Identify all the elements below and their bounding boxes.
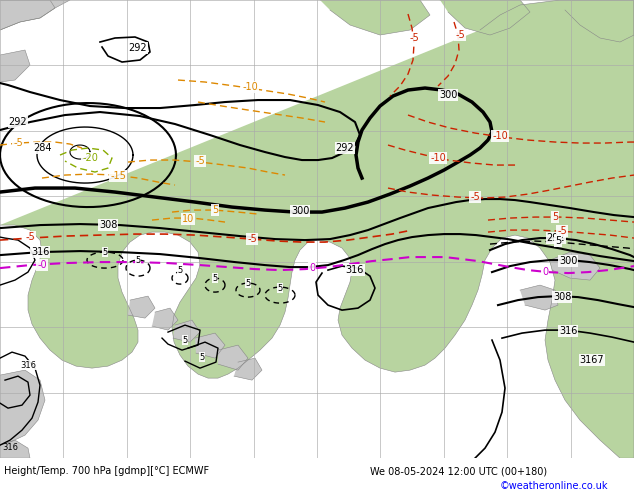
Text: 5: 5 bbox=[245, 279, 250, 288]
Text: 5: 5 bbox=[552, 212, 558, 222]
Text: -5: -5 bbox=[409, 33, 419, 43]
Polygon shape bbox=[550, 252, 600, 280]
Polygon shape bbox=[218, 345, 248, 370]
Text: 300: 300 bbox=[559, 256, 577, 266]
Text: 5: 5 bbox=[278, 284, 283, 293]
Text: -5: -5 bbox=[557, 226, 567, 236]
Text: -5: -5 bbox=[455, 30, 465, 40]
Polygon shape bbox=[128, 296, 155, 318]
Polygon shape bbox=[152, 308, 178, 330]
Text: 300: 300 bbox=[439, 90, 457, 100]
Text: 292: 292 bbox=[547, 233, 566, 243]
Text: Height/Temp. 700 hPa [gdmp][°C] ECMWF: Height/Temp. 700 hPa [gdmp][°C] ECMWF bbox=[4, 466, 209, 476]
Text: 292: 292 bbox=[335, 143, 354, 153]
Text: -15: -15 bbox=[110, 171, 126, 181]
Polygon shape bbox=[440, 0, 530, 35]
Polygon shape bbox=[320, 0, 430, 35]
Text: 316: 316 bbox=[20, 361, 36, 369]
Text: -10: -10 bbox=[430, 153, 446, 163]
Text: -5: -5 bbox=[195, 156, 205, 166]
Polygon shape bbox=[0, 0, 55, 30]
Polygon shape bbox=[0, 0, 70, 30]
Text: -10: -10 bbox=[492, 131, 508, 141]
Polygon shape bbox=[0, 50, 30, 82]
Text: 300: 300 bbox=[291, 206, 309, 216]
Polygon shape bbox=[0, 440, 30, 458]
Text: 10: 10 bbox=[182, 214, 194, 224]
Text: -5: -5 bbox=[13, 138, 23, 148]
Polygon shape bbox=[0, 0, 634, 458]
Text: -5: -5 bbox=[470, 192, 480, 202]
Text: -5: -5 bbox=[25, 232, 35, 242]
Text: 5: 5 bbox=[183, 336, 188, 344]
Text: 0: 0 bbox=[542, 267, 548, 277]
Text: 292: 292 bbox=[9, 117, 27, 127]
Polygon shape bbox=[234, 358, 262, 380]
Text: We 08-05-2024 12:00 UTC (00+180): We 08-05-2024 12:00 UTC (00+180) bbox=[370, 466, 547, 476]
Text: 5: 5 bbox=[102, 247, 108, 257]
Text: 284: 284 bbox=[33, 143, 51, 153]
Text: 308: 308 bbox=[553, 292, 571, 302]
Text: 5: 5 bbox=[199, 353, 205, 362]
Text: -0: -0 bbox=[37, 260, 47, 270]
Text: 5: 5 bbox=[555, 236, 561, 246]
Text: 292: 292 bbox=[129, 43, 147, 53]
Polygon shape bbox=[520, 285, 558, 310]
Text: 0: 0 bbox=[309, 263, 315, 273]
Text: 5: 5 bbox=[212, 273, 217, 283]
Text: 5: 5 bbox=[178, 266, 183, 274]
Text: 316: 316 bbox=[559, 326, 577, 336]
Text: 3167: 3167 bbox=[579, 355, 604, 365]
Text: 316: 316 bbox=[31, 247, 49, 257]
Polygon shape bbox=[195, 333, 225, 358]
Polygon shape bbox=[173, 320, 200, 342]
Text: -5: -5 bbox=[247, 234, 257, 244]
Text: ©weatheronline.co.uk: ©weatheronline.co.uk bbox=[500, 481, 609, 490]
Text: 316: 316 bbox=[346, 265, 364, 275]
Text: 308: 308 bbox=[99, 220, 117, 230]
Text: -20: -20 bbox=[82, 153, 98, 163]
Polygon shape bbox=[0, 370, 45, 445]
Text: 5: 5 bbox=[212, 205, 218, 215]
Text: 5: 5 bbox=[136, 256, 141, 265]
Text: 316: 316 bbox=[2, 443, 18, 452]
Text: -10: -10 bbox=[242, 82, 258, 92]
Polygon shape bbox=[555, 0, 634, 42]
